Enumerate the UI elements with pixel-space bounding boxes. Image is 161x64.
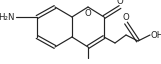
Text: O: O (117, 0, 123, 6)
Text: O: O (123, 12, 129, 22)
Text: OH: OH (151, 31, 161, 39)
Text: O: O (85, 9, 91, 17)
Text: H₂N: H₂N (0, 12, 15, 22)
